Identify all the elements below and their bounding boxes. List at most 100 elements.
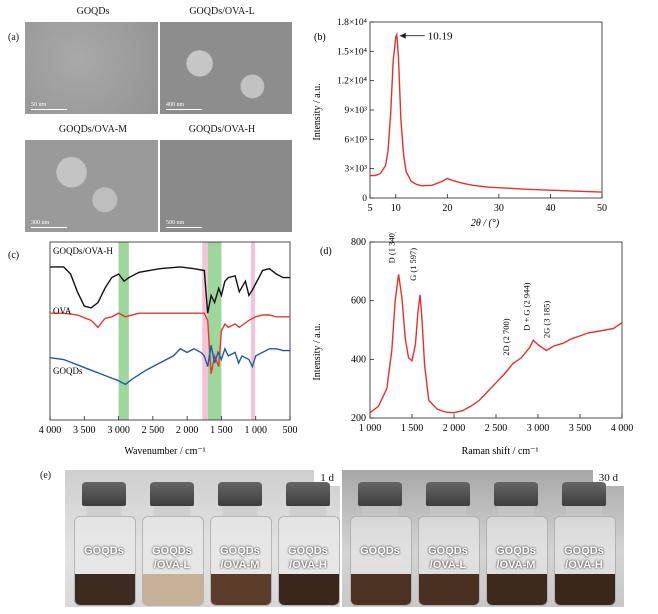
tem-image-goqds: 50 nm [25,22,158,114]
raman-line [369,274,623,414]
vial-label-line2: /OVA-H [565,559,603,571]
vial-label-line1: GOQDs [220,545,260,557]
x-tick-label: 3 500 [73,425,96,436]
vial-day30-2: GOQDs/OVA-L [413,482,483,606]
tem-title-3: GOQDs/OVA-M [58,124,128,135]
vial-label: GOQDs/OVA-M [481,544,551,572]
vial-liquid [143,574,203,605]
peak-label: D (1 340) [387,232,397,263]
series-label: GOQDs [53,366,83,376]
ftir-line-1 [50,312,290,374]
x-tick-label: 2 500 [485,423,508,434]
panel-d-label: (d) [320,246,332,257]
scale-label: 400 nm [166,102,185,108]
vial-body [486,516,548,606]
vial-neck [566,506,602,516]
vial-neck [430,506,466,516]
vial-cap [426,482,470,506]
scale-label: 50 nm [31,102,47,108]
x-tick-label: 10 [391,203,401,214]
x-tick-label: 3 000 [527,423,550,434]
xrd-line [370,32,603,193]
y-axis-label: Intensity / a.u. [312,323,323,380]
peak-label: 2D (2 700) [501,318,511,355]
green-band [118,242,129,420]
y-tick-label: 800 [351,237,366,248]
vial-neck [498,506,534,516]
plot-frame [49,241,291,421]
vial-neck [362,506,398,516]
y-tick-label: 1.8×10⁴ [337,18,368,28]
scale-bar [166,227,202,228]
x-tick-label: 4 000 [39,425,62,436]
vial-label: GOQDs/OVA-H [549,544,619,572]
ftir-line-2 [49,345,290,386]
vial-neck [154,506,190,516]
ftir-line-0 [50,266,290,314]
y-axis-label: Intensity / a.u. [312,83,323,140]
vial-label-line2: /OVA-L [429,559,467,571]
vial-neck [86,506,122,516]
annotation-arrowhead [399,32,406,39]
x-tick-label: 2 500 [142,425,165,436]
x-tick-label: 3 500 [569,423,592,434]
vial-day1-2: GOQDs/OVA-L [137,482,207,606]
x-tick-label: 20 [442,203,452,214]
scale-bar [31,227,67,228]
vial-cap [562,482,606,506]
vial-body [350,516,412,606]
peak-label: D + G (2 944) [521,282,531,330]
vial-day1-4: GOQDs/OVA-H [273,482,343,606]
y-tick-label: 1.5×10⁴ [337,47,368,57]
x-tick-label: 500 [283,425,298,436]
vial-label-line1: GOQDs [496,545,536,557]
x-tick-label: 40 [545,203,555,214]
x-tick-label: 1 000 [244,425,267,436]
vial-cap [358,482,402,506]
x-tick-label: 5 [368,203,373,214]
vial-cap [218,482,262,506]
pink-band [250,242,256,420]
vial-label-line2: /OVA-M [220,559,260,571]
vial-label-line2: /OVA-M [496,559,536,571]
vial-liquid [555,574,615,605]
vial-label-line1: GOQDs [360,545,400,557]
x-tick-label: 1 000 [359,423,382,434]
vial-cap [494,482,538,506]
vial-liquid [279,574,339,605]
panel-b-label: (b) [314,32,326,43]
vial-body [554,516,616,606]
scale-label: 500 nm [166,220,185,226]
vial-body [418,516,480,606]
vial-label-line2: /OVA-L [153,559,191,571]
vial-day30-3: GOQDs/OVA-M [481,482,551,606]
y-tick-label: 200 [351,413,366,424]
vial-liquid [419,574,479,605]
x-axis-label: Raman shift / cm⁻¹ [462,446,539,457]
vial-label: GOQDs/OVA-L [413,544,483,572]
vial-neck [222,506,258,516]
vial-label: GOQDs/OVA-L [137,544,207,572]
x-tick-label: 50 [597,203,607,214]
panel-c-label: (c) [8,250,19,261]
vial-cap [286,482,330,506]
y-tick-label: 3×10³ [345,165,368,175]
y-tick-label: 600 [351,296,366,307]
x-tick-label: 30 [494,203,504,214]
vial-label: GOQDs/OVA-H [273,544,343,572]
xrd-chart: (b) Intensity / a.u. 2θ / (°) 5 10 20 30 40 5… [312,18,607,229]
tem-title-1: GOQDs [76,6,110,17]
x-tick-label: 2 000 [176,425,199,436]
y-tick-label: 6×10³ [345,135,368,145]
vial-cap [150,482,194,506]
x-tick-label: 1 500 [401,423,424,434]
vial-day30-1: GOQDs [348,482,412,606]
vial-body [278,516,340,606]
panel-a-label: (a) [8,32,20,43]
vial-day30-4: GOQDs/OVA-H [549,482,619,606]
vial-body [74,516,136,606]
vial-liquid [487,574,547,605]
peak-annotation: 10.19 [428,31,453,43]
peak-label: 2G (3 185) [542,301,552,338]
vial-cap [82,482,126,506]
